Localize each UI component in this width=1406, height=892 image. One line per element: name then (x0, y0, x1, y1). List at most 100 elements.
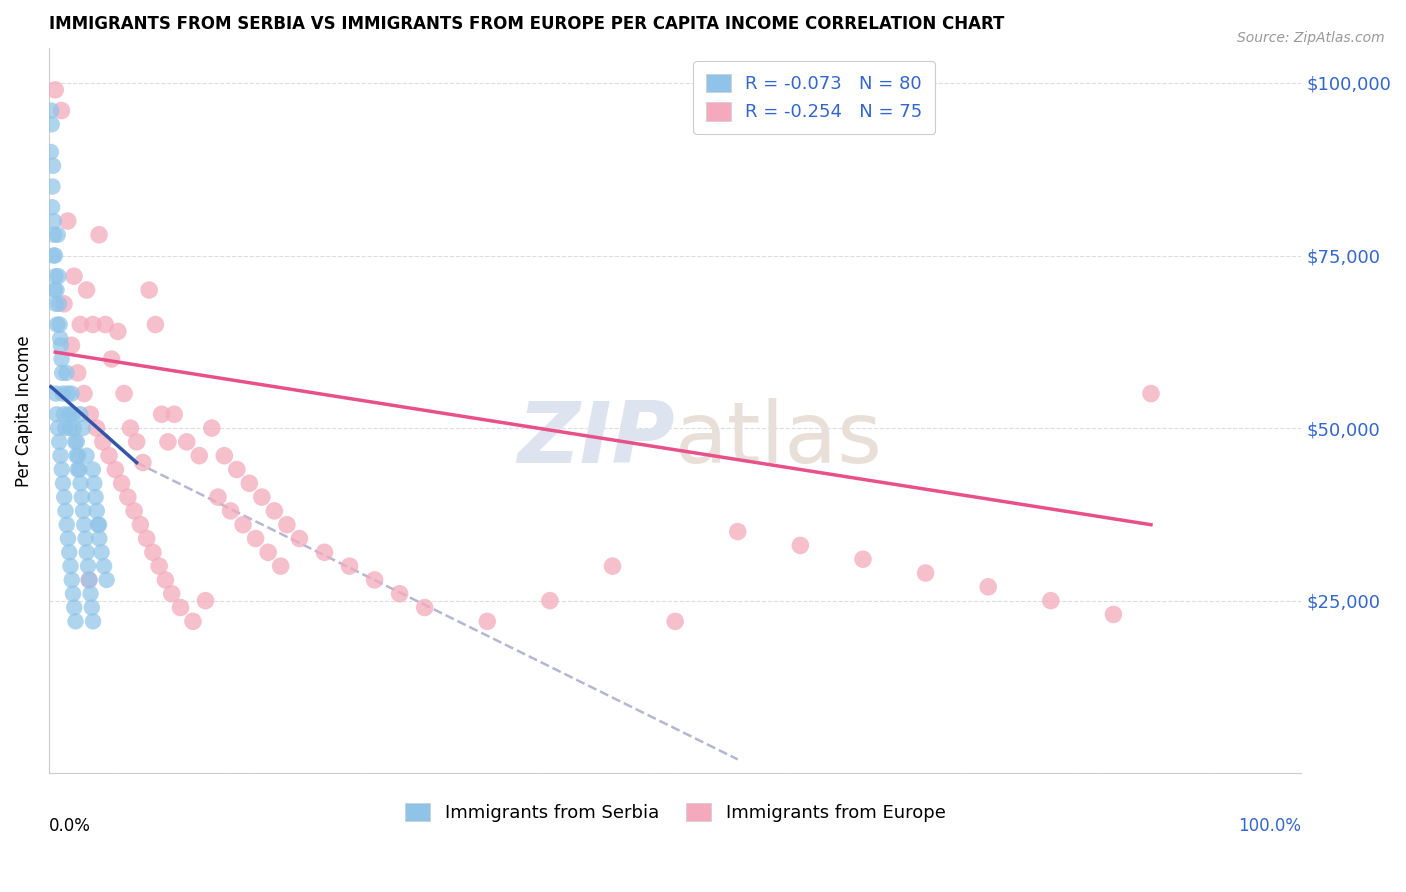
Point (76, 449, 98, 463)
Point (46, 227, 69, 242)
Y-axis label: Per Capita Income: Per Capita Income (15, 335, 32, 487)
Point (53, 490, 76, 504)
Point (59, 421, 82, 435)
Point (65, 434, 87, 449)
Point (107, 325, 129, 339)
Point (60, 386, 83, 401)
Point (276, 517, 298, 532)
Point (117, 490, 139, 504)
Point (58, 545, 80, 559)
Point (1140, 386, 1163, 401)
Point (45, 297, 67, 311)
Point (90, 545, 112, 559)
Point (42, 159, 65, 173)
Point (664, 615, 686, 629)
Point (91, 434, 114, 449)
Point (41, 179, 63, 194)
Text: 100.0%: 100.0% (1239, 817, 1302, 835)
Point (188, 449, 211, 463)
Point (56, 532, 79, 546)
Point (48, 297, 70, 311)
Point (55, 366, 77, 380)
Point (45, 407, 67, 421)
Text: 0.0%: 0.0% (49, 817, 91, 835)
Point (60, 573, 83, 587)
Text: atlas: atlas (675, 399, 883, 482)
Point (66, 366, 89, 380)
Point (82, 462, 104, 476)
Point (120, 421, 142, 435)
Point (72, 504, 94, 518)
Point (163, 407, 186, 421)
Point (51, 366, 73, 380)
Legend: Immigrants from Serbia, Immigrants from Europe: Immigrants from Serbia, Immigrants from … (398, 796, 953, 830)
Point (79, 407, 101, 421)
Point (288, 532, 311, 546)
Point (1039, 593, 1062, 607)
Point (45, 386, 67, 401)
Point (263, 504, 285, 518)
Point (314, 545, 336, 559)
Point (79, 587, 101, 601)
Point (53, 297, 76, 311)
Point (129, 517, 152, 532)
Point (58, 407, 80, 421)
Point (49, 338, 72, 352)
Point (44, 227, 66, 242)
Point (87, 517, 110, 532)
Point (125, 434, 148, 449)
Point (150, 407, 173, 421)
Point (62, 407, 84, 421)
Point (56, 214, 79, 228)
Point (73, 517, 96, 532)
Point (59, 559, 82, 574)
Point (41, 200, 63, 214)
Point (112, 386, 135, 401)
Point (53, 407, 76, 421)
Point (63, 421, 86, 435)
Point (49, 331, 72, 345)
Text: Source: ZipAtlas.com: Source: ZipAtlas.com (1237, 31, 1385, 45)
Point (100, 352, 122, 367)
Point (852, 552, 875, 566)
Point (66, 462, 89, 476)
Point (169, 600, 191, 615)
Point (84, 490, 107, 504)
Point (194, 593, 217, 607)
Point (49, 449, 72, 463)
Point (44, 283, 66, 297)
Point (94, 318, 117, 332)
Point (55, 504, 77, 518)
Point (250, 490, 273, 504)
Point (51, 352, 73, 367)
Point (538, 593, 561, 607)
Point (156, 434, 179, 449)
Point (69, 318, 91, 332)
Point (77, 559, 100, 574)
Point (67, 462, 90, 476)
Point (87, 517, 110, 532)
Point (339, 559, 361, 574)
Point (44, 83, 66, 97)
Point (41, 117, 63, 131)
Point (388, 587, 411, 601)
Point (914, 566, 936, 580)
Point (83, 476, 105, 491)
Point (160, 587, 183, 601)
Point (86, 504, 108, 518)
Point (44, 269, 66, 284)
Point (77, 573, 100, 587)
Point (727, 524, 749, 539)
Point (60, 338, 83, 352)
Point (104, 462, 127, 476)
Point (46, 421, 69, 435)
Point (789, 538, 811, 552)
Point (238, 476, 260, 491)
Point (69, 407, 91, 421)
Point (52, 476, 75, 491)
Point (63, 269, 86, 284)
Point (1102, 607, 1125, 622)
Point (82, 318, 104, 332)
Point (55, 517, 77, 532)
Text: ZIP: ZIP (517, 399, 675, 482)
